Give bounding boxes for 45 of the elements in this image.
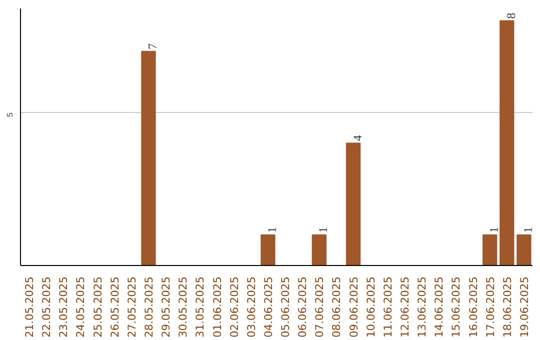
x-tick-label: 07.06.2025 bbox=[313, 276, 326, 338]
x-tick-label: 28.05.2025 bbox=[142, 276, 156, 338]
x-tick-label: 13.06.2025 bbox=[416, 276, 429, 338]
x-tick-label: 22.05.2025 bbox=[40, 276, 54, 338]
bar bbox=[500, 20, 514, 266]
bar bbox=[260, 234, 276, 266]
x-tick-label: 18.06.2025 bbox=[500, 276, 514, 338]
data-label: 1 bbox=[486, 226, 501, 233]
x-tick-label: 21.05.2025 bbox=[23, 276, 36, 338]
data-label: 1 bbox=[520, 226, 535, 233]
bar bbox=[141, 50, 156, 266]
x-tick-label: 26.05.2025 bbox=[108, 276, 122, 338]
bar bbox=[482, 234, 498, 266]
x-tick-label: 05.06.2025 bbox=[279, 276, 292, 338]
x-tick-label: 23.05.2025 bbox=[57, 276, 70, 338]
y-tick-label: 5 bbox=[6, 112, 14, 117]
x-tick-label: 29.05.2025 bbox=[160, 276, 173, 338]
x-tick-label: 14.06.2025 bbox=[432, 276, 446, 338]
x-tick-label: 12.06.2025 bbox=[398, 276, 412, 338]
x-tick-label: 11.06.2025 bbox=[381, 276, 394, 338]
data-label: 1 bbox=[264, 226, 279, 233]
x-tick-label: 08.06.2025 bbox=[330, 276, 344, 338]
data-label: 7 bbox=[146, 43, 160, 50]
x-tick-label: 17.06.2025 bbox=[484, 276, 497, 338]
x-tick-label: 25.05.2025 bbox=[91, 276, 104, 338]
x-tick-label: 30.05.2025 bbox=[176, 276, 190, 338]
x-tick-label: 10.06.2025 bbox=[364, 276, 378, 338]
x-tick-label: 15.06.2025 bbox=[450, 276, 463, 338]
x-tick-label: 04.06.2025 bbox=[262, 276, 275, 338]
data-label: 4 bbox=[350, 135, 364, 142]
x-tick-label: 09.06.2025 bbox=[347, 276, 360, 338]
x-tick-label: 02.06.2025 bbox=[228, 276, 241, 338]
x-tick-label: 01.06.2025 bbox=[210, 276, 224, 338]
x-tick-label: 27.05.2025 bbox=[125, 276, 138, 338]
x-tick-label: 31.05.2025 bbox=[194, 276, 207, 338]
x-tick-label: 19.06.2025 bbox=[518, 276, 531, 338]
data-label: 1 bbox=[316, 226, 330, 233]
x-tick-label: 03.06.2025 bbox=[244, 276, 258, 338]
x-tick-label: 06.06.2025 bbox=[296, 276, 310, 338]
bar bbox=[516, 234, 532, 266]
bar bbox=[312, 234, 326, 266]
x-tick-label: 16.06.2025 bbox=[466, 276, 480, 338]
bar bbox=[346, 142, 361, 266]
x-tick-label: 24.05.2025 bbox=[74, 276, 88, 338]
data-label: 8 bbox=[504, 12, 518, 19]
